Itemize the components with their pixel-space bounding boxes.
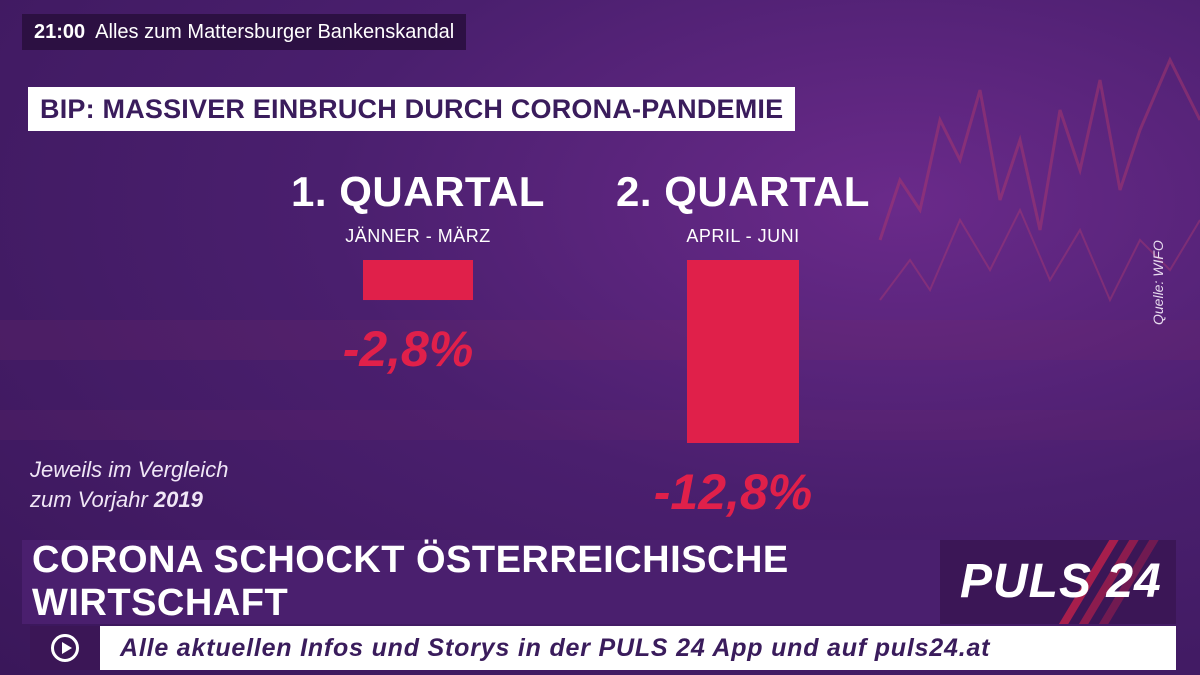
category-label-q2: 2. QUARTAL — [616, 168, 870, 215]
lower-third: CORONA SCHOCKT ÖSTERREICHISCHE WIRTSCHAF… — [22, 539, 940, 624]
puls24-logo: PULS 24 — [960, 555, 1162, 608]
play-icon — [51, 634, 79, 662]
bottom-ticker: Alle aktuellen Infos und Storys in der P… — [30, 626, 1176, 670]
category-label-q1: 1. QUARTAL — [291, 168, 545, 215]
ticker-time: 21:00 — [34, 20, 86, 43]
subcategory-label-q2: APRIL - JUNI — [686, 226, 800, 246]
note-line-2: zum Vorjahr 2019 — [30, 485, 228, 515]
comparison-note: Jeweils im Vergleich zum Vorjahr 2019 — [30, 455, 228, 515]
note-year: 2019 — [153, 487, 203, 512]
note-prefix: zum Vorjahr — [30, 487, 148, 512]
value-label-q2: -12,8% — [653, 464, 813, 520]
bottom-ticker-text: Alle aktuellen Infos und Storys in der P… — [120, 633, 991, 662]
chart-headline: BIP: MASSIVER EINBRUCH DURCH CORONA-PAND… — [28, 87, 796, 131]
source-label: Quelle: WIFO — [1150, 240, 1166, 325]
note-line-1: Jeweils im Vergleich — [30, 457, 229, 482]
ticker-text: Alles zum Mattersburger Bankenskandal — [95, 20, 455, 43]
logo-stripes — [1058, 540, 1159, 624]
channel-logo-box: PULS 24 — [940, 540, 1176, 624]
value-label-q1: -2,8% — [342, 321, 474, 378]
subcategory-label-q1: JÄNNER - MÄRZ — [345, 226, 491, 246]
play-button[interactable] — [30, 626, 100, 670]
top-ticker: 21:00 Alles zum Mattersburger Bankenskan… — [22, 14, 467, 50]
lower-third-text: CORONA SCHOCKT ÖSTERREICHISCHE WIRTSCHAF… — [32, 539, 789, 624]
